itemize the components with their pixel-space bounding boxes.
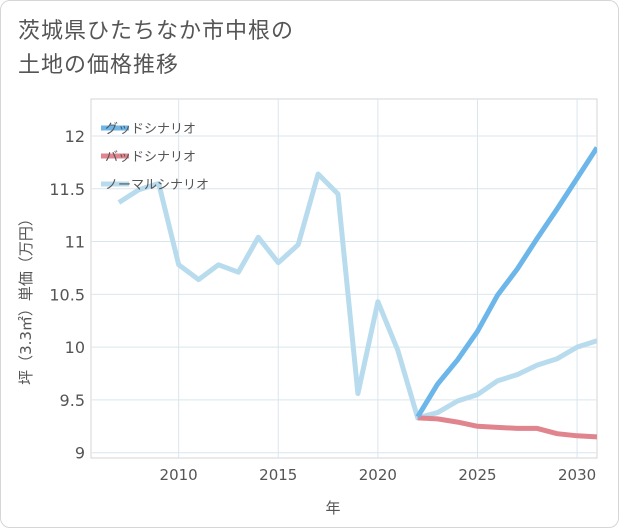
chart-title-line-1: 茨城県ひたちなか市中根の xyxy=(18,19,295,44)
y-tick-label: 11 xyxy=(65,233,85,252)
x-tick-label: 2010 xyxy=(160,466,198,484)
bad-scenario-line xyxy=(417,415,597,440)
y-tick-label: 10.5 xyxy=(49,285,85,304)
legend-normal-scenario: ノーマルシナリオ xyxy=(101,178,209,193)
tick-labels: 2010 2015 2020 2025 2030 9 9.5 10 10.5 11 11.5 12 xyxy=(49,127,596,484)
x-tick-label: 2025 xyxy=(458,466,496,484)
y-tick-label: 12 xyxy=(65,127,85,146)
chart-title: 茨城県ひたちなか市中根の 土地の価格推移 xyxy=(18,15,438,83)
x-tick-label: 2020 xyxy=(359,466,397,484)
y-axis-label: 坪（3.3㎡）単価（万円） xyxy=(17,211,35,385)
y-tick-label: 9 xyxy=(75,444,85,463)
legend-label: バッドシナリオ xyxy=(105,150,196,165)
legend-good-scenario: グッドシナリオ xyxy=(101,122,196,137)
legend-bad-scenario: バッドシナリオ xyxy=(101,150,196,165)
legend-label: ノーマルシナリオ xyxy=(105,178,209,193)
y-tick-label: 9.5 xyxy=(60,391,85,410)
x-tick-label: 2015 xyxy=(259,466,297,484)
chart-title-line-2: 土地の価格推移 xyxy=(18,53,180,78)
normal-scenario-line xyxy=(117,171,597,421)
y-tick-label: 10 xyxy=(65,338,85,357)
x-axis-label: 年 xyxy=(325,499,340,517)
legend-label: グッドシナリオ xyxy=(105,122,196,137)
x-tick-label: 2030 xyxy=(558,466,596,484)
plot-area-frame xyxy=(90,98,598,459)
good-scenario-line xyxy=(415,146,597,419)
data-series xyxy=(117,146,597,440)
y-tick-label: 11.5 xyxy=(49,180,85,199)
